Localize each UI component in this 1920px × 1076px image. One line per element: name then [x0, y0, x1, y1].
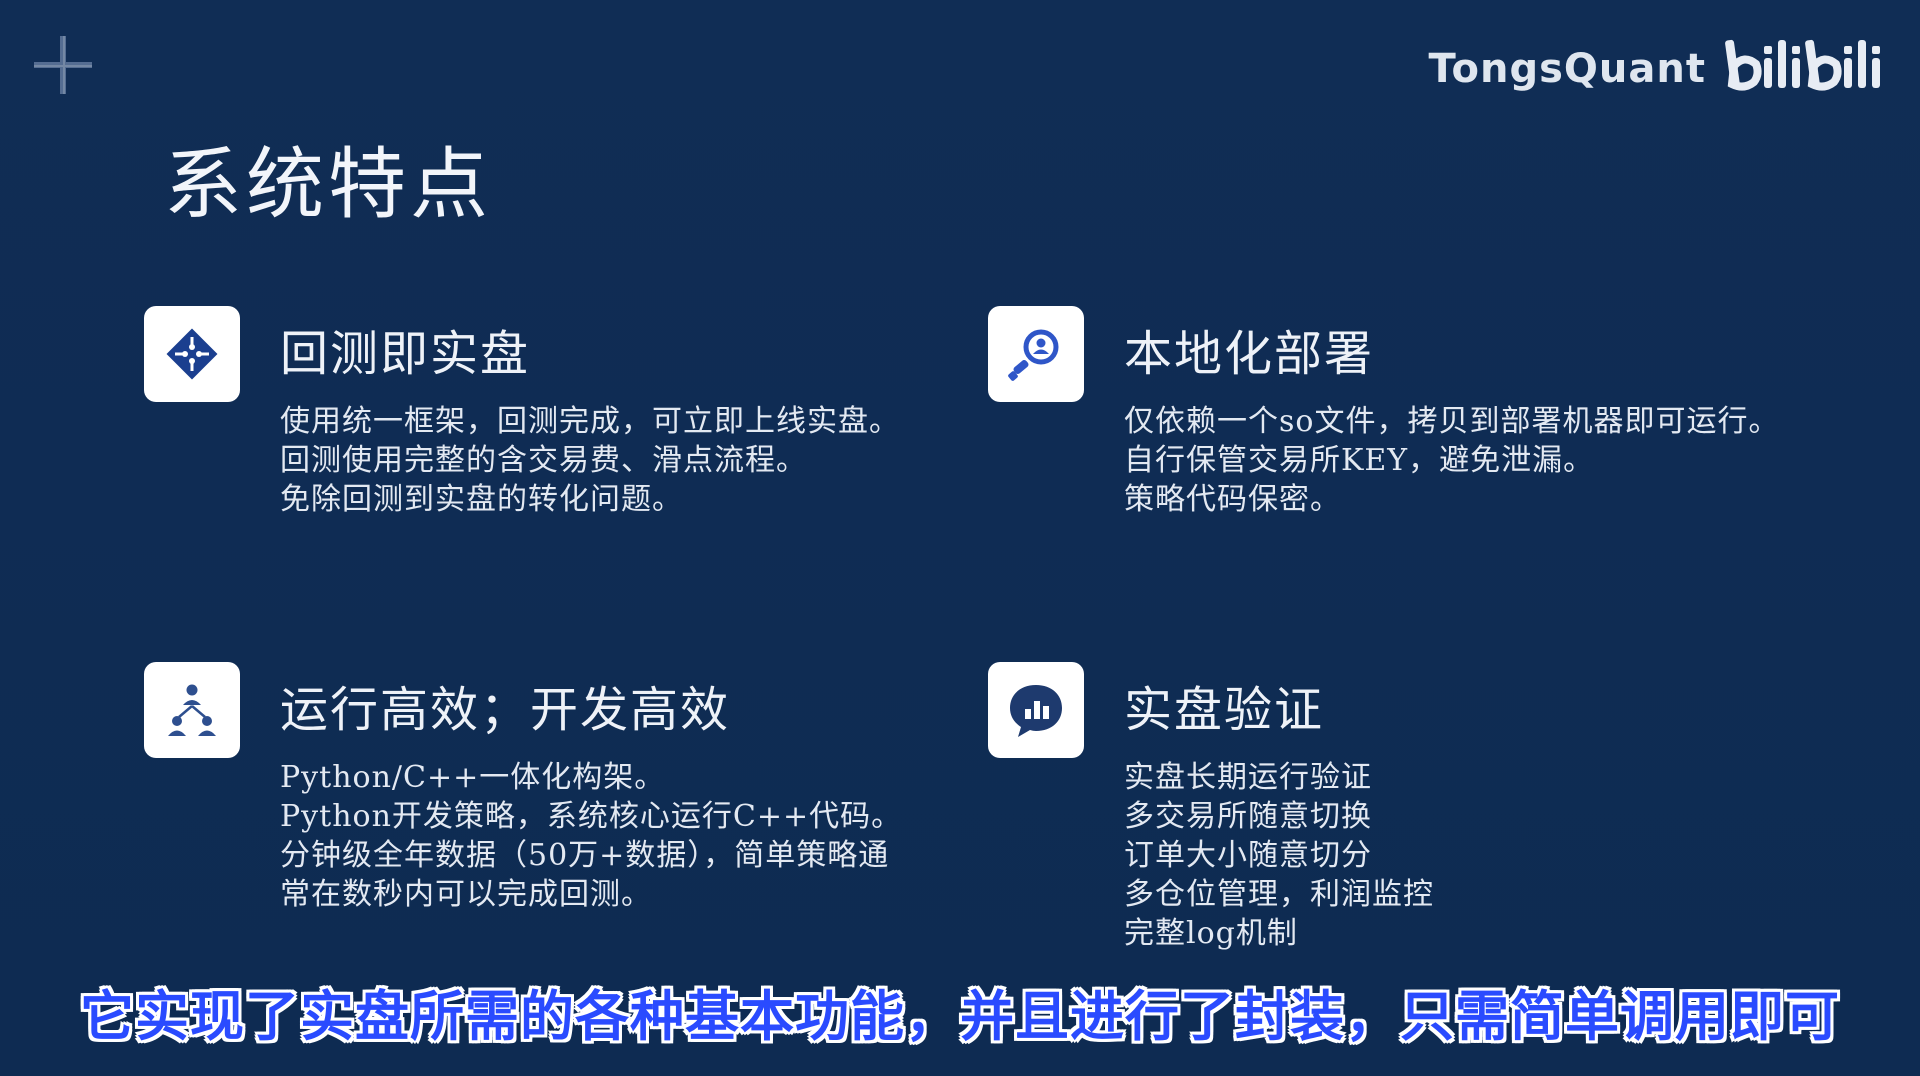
feature-line: Python/C++一体化构架。 [280, 760, 666, 795]
feature-title: 运行高效；开发高效 [280, 682, 731, 738]
feature-line: 实盘长期运行验证 [1124, 760, 1372, 795]
feature-line: 使用统一框架，回测完成，可立即上线实盘。 [280, 404, 900, 439]
feature-icon-box [988, 662, 1084, 758]
feature-line: 订单大小随意切分 [1124, 838, 1372, 873]
team-hierarchy-icon [168, 684, 216, 736]
feature-line: 策略代码保密。 [1124, 482, 1341, 517]
brand-name: TongsQuant [1428, 46, 1706, 92]
feature-line: 分钟级全年数据（50万+数据），简单策略通 [280, 838, 890, 873]
feature-icon-box [988, 306, 1084, 402]
feature-icon-box [144, 306, 240, 402]
feature-line: 多交易所随意切换 [1124, 799, 1372, 834]
feature-line: 多仓位管理，利润监控 [1124, 877, 1434, 912]
plus-decoration-icon [34, 36, 92, 94]
brand: TongsQuant [1429, 36, 1884, 102]
search-user-icon [1008, 329, 1059, 381]
feature-line: 回测使用完整的含交易费、滑点流程。 [280, 443, 807, 478]
chat-chart-icon [1010, 685, 1062, 737]
feature-line: 仅依赖一个so文件，拷贝到部署机器即可运行。 [1124, 404, 1780, 439]
feature-line: 完整log机制 [1124, 916, 1298, 951]
feature-line: 免除回测到实盘的转化问题。 [280, 482, 683, 517]
bilibili-logo-icon [1725, 39, 1880, 91]
feature-title: 本地化部署 [1124, 326, 1375, 382]
feature-title: 实盘验证 [1124, 682, 1325, 738]
puzzle-diamond-icon [166, 328, 218, 380]
page-title: 系统特点 [164, 140, 493, 230]
feature-description: 仅依赖一个so文件，拷贝到部署机器即可运行。 自行保管交易所KEY，避免泄漏。 … [1124, 402, 1779, 519]
video-subtitle: 它实现了实盘所需的各种基本功能，并且进行了封装，只需简单调用即可 [80, 985, 1840, 1048]
feature-description: 实盘长期运行验证 多交易所随意切换 订单大小随意切分 多仓位管理，利润监控 完整… [1124, 758, 1434, 953]
feature-icon-box [144, 662, 240, 758]
feature-line: Python开发策略，系统核心运行C++代码。 [280, 799, 903, 834]
feature-description: 使用统一框架，回测完成，可立即上线实盘。 回测使用完整的含交易费、滑点流程。 免… [280, 402, 900, 519]
feature-line: 自行保管交易所KEY，避免泄漏。 [1124, 443, 1595, 478]
feature-description: Python/C++一体化构架。 Python开发策略，系统核心运行C++代码。… [280, 758, 902, 914]
feature-line: 常在数秒内可以完成回测。 [280, 877, 652, 912]
feature-title: 回测即实盘 [280, 326, 531, 382]
